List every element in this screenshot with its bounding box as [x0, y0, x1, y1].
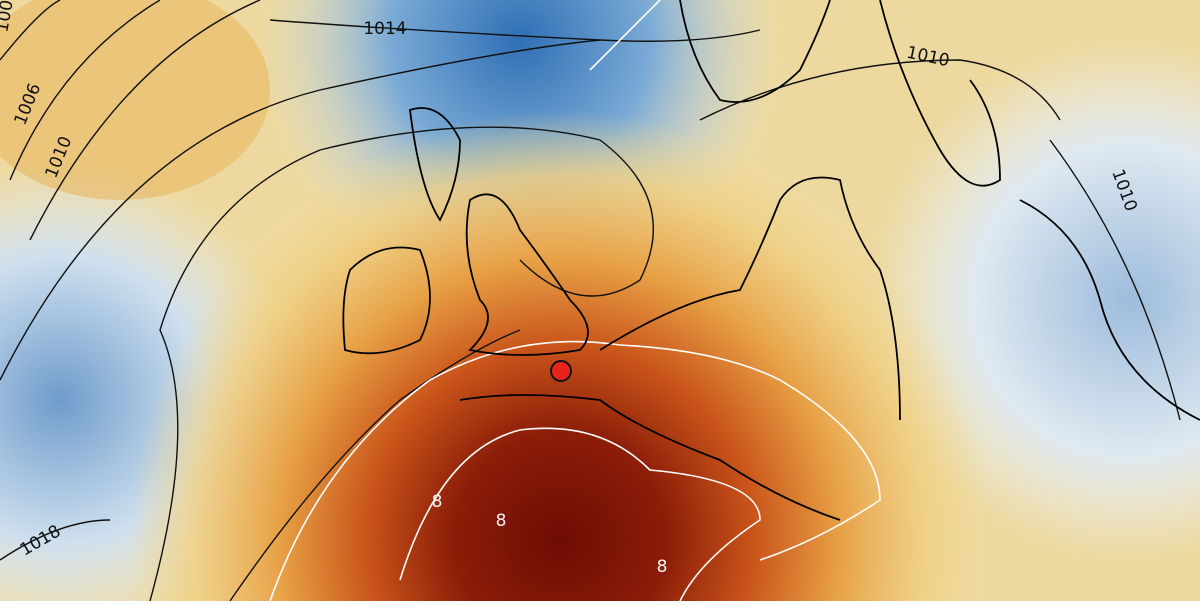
coastlines: [342, 0, 1200, 521]
isobar-label: 1014: [363, 19, 406, 39]
isobar-label: 100: [0, 0, 18, 34]
location-marker: [550, 360, 572, 382]
isotherm-label: 8: [496, 511, 507, 531]
isotherm-label: 8: [432, 492, 443, 512]
isotherm-label: 8: [657, 557, 668, 577]
isobars: [0, 0, 1181, 602]
isotherms: [269, 0, 881, 602]
